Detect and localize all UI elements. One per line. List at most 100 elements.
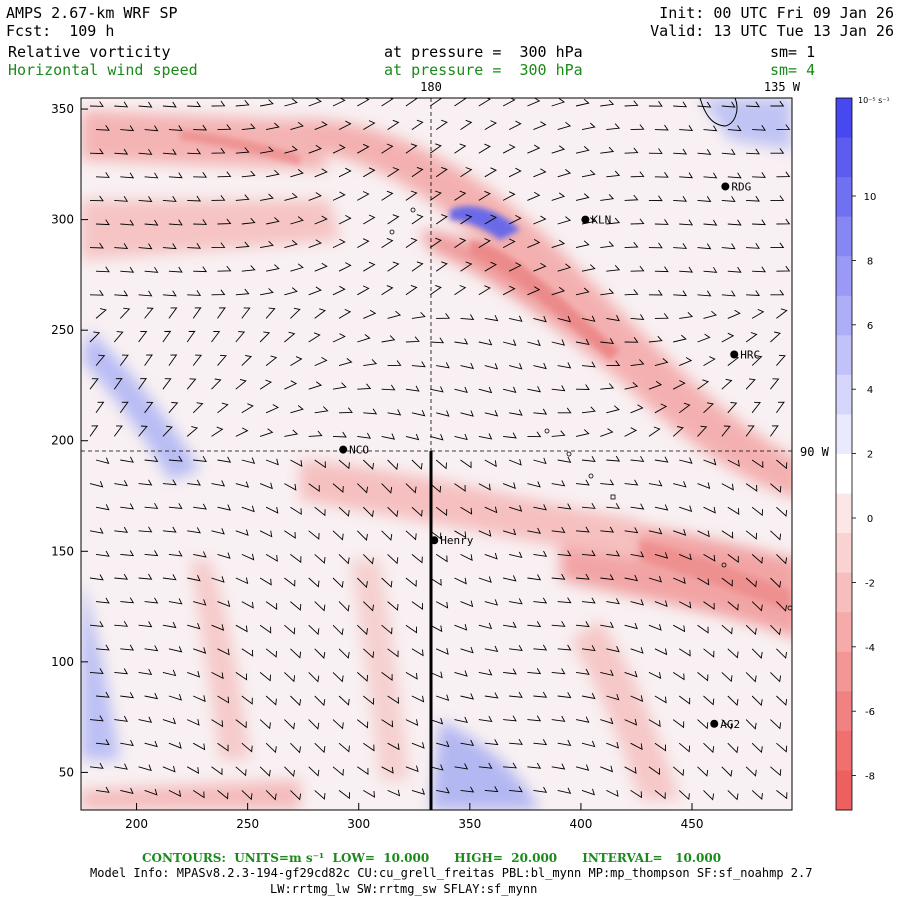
station-label: HRC [740,348,760,361]
wind-barb [332,624,344,636]
wind-barb [581,502,596,509]
wind-barb [672,624,686,633]
wind-barb [411,459,423,470]
wind-barb [387,695,399,704]
wind-barb [600,194,615,201]
wind-barb [144,645,159,652]
wind-barb [168,455,183,462]
parallel-label-90w: 90 W [800,445,830,459]
wind-barb [551,763,566,770]
wind-barb [776,648,787,659]
wind-barb [241,170,256,178]
wind-barb [357,334,371,343]
wind-barb [721,148,736,155]
wind-barb [162,196,177,202]
wind-barb [630,265,645,272]
wind-barb [217,600,231,608]
wind-barb [338,695,350,706]
wind-barb [259,577,272,586]
wind-barb [235,529,249,536]
wind-barb [193,219,208,225]
colorbar-segment [836,414,852,455]
wind-barb [95,354,106,366]
wind-barb [551,573,566,580]
wind-barb [527,668,542,675]
wind-barb [575,429,590,437]
wind-barb [752,172,766,178]
wind-barb [357,672,369,682]
wind-barb [284,672,296,683]
wind-barb [241,123,256,131]
meridian-label-135w: 135 W [764,80,801,94]
wind-barb [308,766,320,777]
wind-barb [454,716,468,724]
wind-barb [338,459,350,470]
wind-barb [308,144,322,154]
wind-barb [648,101,663,107]
wind-barb [241,265,256,272]
wind-barb [776,790,788,800]
wind-barb [405,336,420,343]
colorbar-segment [836,256,852,297]
wind-barb [405,577,417,588]
wind-barb [338,308,352,319]
wind-barb [429,284,442,296]
wind-barb [332,144,346,154]
wind-barb [235,241,250,249]
vorticity-shading [81,98,792,810]
wind-barb [387,554,399,565]
wind-barb [600,526,615,533]
wind-barb [265,355,278,366]
wind-barb [575,287,590,296]
wind-barb [745,378,756,390]
wind-barb [192,354,202,366]
x-axis: 200 250 300 350 400 450 [125,803,703,831]
wind-barb [332,191,346,201]
meridian-label-180: 180 [420,80,442,94]
wind-barb [95,691,110,698]
wind-barb [484,120,497,130]
wind-barb [217,790,229,800]
wind-barb [509,644,523,651]
wind-barb [672,380,686,390]
wind-barb [575,193,590,201]
wind-barb [193,124,208,131]
wind-barb [308,672,320,683]
wind-barb [630,503,645,510]
wind-barb [356,577,368,589]
wind-barb [703,695,715,706]
wind-barb [429,624,443,633]
wind-barb [770,378,780,390]
wind-barb [162,101,177,108]
wind-barb [460,362,474,370]
wind-barb [332,431,347,438]
wind-barb [557,456,572,463]
wind-barb [284,766,295,777]
wind-barb [114,290,129,297]
wind-barb [387,167,400,178]
wind-barb [429,530,442,540]
wind-barb [527,481,541,488]
wind-barb [381,433,396,440]
wind-barb [508,262,522,272]
wind-barb [162,378,172,390]
wind-barb [697,719,709,730]
wind-barb [284,530,296,539]
wind-barb [533,550,548,557]
wind-barb [138,148,153,155]
wind-barb [168,172,183,179]
wind-barb [381,190,394,201]
wind-barb [265,742,277,754]
wind-barb [314,648,326,659]
wind-barb [95,786,110,793]
model-info-2: LW:rrtmg_lw SW:rrtmg_sw SFLAY:sf_mynn [270,882,538,896]
wind-barb [752,124,766,131]
wind-barb [186,330,196,343]
wind-barb [381,577,393,588]
wind-barb [308,192,322,201]
wind-barb [776,506,788,517]
wind-barb [217,354,227,366]
wind-barb [436,787,450,794]
wind-barb [187,195,202,202]
